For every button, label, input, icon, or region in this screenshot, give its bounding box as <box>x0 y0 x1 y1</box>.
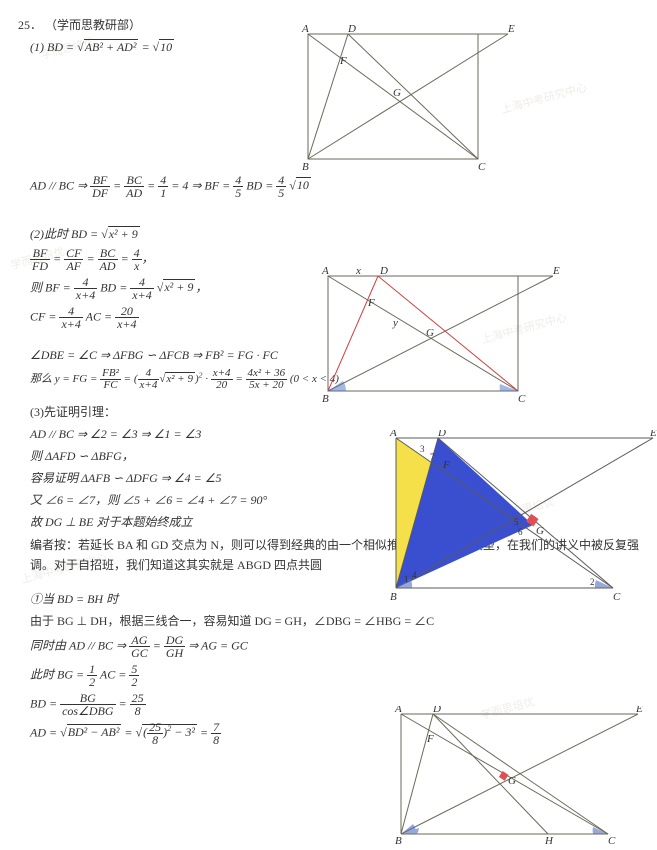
svg-text:C: C <box>478 161 486 173</box>
text: AD = <box>30 725 57 739</box>
text: = <box>124 725 132 739</box>
text: 同时由 AD // BC ⇒ <box>30 638 126 652</box>
svg-text:E: E <box>507 24 515 35</box>
part4-l1: 由于 BG ⊥ DH，根据三线合一，容易知道 DG = GH，∠DBG = ∠H… <box>30 612 639 630</box>
text: x² + 9 <box>163 279 195 294</box>
svg-text:D: D <box>437 430 446 439</box>
svg-text:E: E <box>649 430 657 439</box>
text: BD = <box>30 696 57 710</box>
text: AD // BC ⇒ <box>30 178 87 192</box>
text: = <box>124 373 131 385</box>
text: BD <box>47 40 63 54</box>
svg-text:F: F <box>442 459 450 471</box>
part1-label: (1) <box>30 40 44 54</box>
part4-l2: 同时由 AD // BC ⇒ AGGC = DGGH ⇒ AG = GC <box>30 634 639 659</box>
svg-text:G: G <box>508 775 516 787</box>
text: · <box>205 373 208 385</box>
svg-text:E: E <box>635 706 643 715</box>
text: BD = <box>246 178 273 192</box>
text: 则 BF = <box>30 280 71 294</box>
svg-text:E: E <box>552 266 560 277</box>
problem-source: （学而思教研部） <box>45 18 141 32</box>
text: AC = <box>100 667 126 681</box>
svg-text:B: B <box>395 835 402 846</box>
svg-text:F: F <box>339 55 347 67</box>
svg-text:B: B <box>322 393 329 405</box>
text: = <box>200 725 208 739</box>
svg-text:D: D <box>432 706 441 715</box>
svg-text:A: A <box>394 706 402 715</box>
svg-text:B: B <box>302 161 309 173</box>
svg-text:D: D <box>379 266 388 277</box>
text: 那么 y = FG = <box>30 373 97 385</box>
svg-text:A: A <box>389 430 397 439</box>
part4-l3: 此时 BG = 12 AC = 52 <box>30 663 639 688</box>
svg-text:7: 7 <box>430 452 435 462</box>
text: BD <box>71 227 87 241</box>
text: 10 <box>296 177 311 192</box>
text: = <box>235 373 242 385</box>
svg-text:G: G <box>536 525 544 537</box>
figure-1: A D E F G B C <box>298 24 528 178</box>
text: x² + 9 <box>108 226 140 241</box>
svg-text:5: 5 <box>514 517 519 527</box>
svg-text:2: 2 <box>590 577 595 587</box>
svg-text:x: x <box>355 266 361 277</box>
svg-text:F: F <box>426 733 434 745</box>
svg-text:C: C <box>613 591 621 603</box>
part2-eq1: (2)此时 BD = √x² + 9 <box>30 225 639 243</box>
svg-text:4: 4 <box>412 570 417 580</box>
text: AC = <box>86 309 112 323</box>
text: AB² + AD² <box>84 39 139 54</box>
text: ⇒ AG = GC <box>188 638 248 652</box>
problem-number: 25． <box>18 18 42 32</box>
svg-text:1: 1 <box>404 574 409 584</box>
svg-text:G: G <box>393 87 401 99</box>
svg-text:D: D <box>347 24 356 35</box>
part2-label: (2)此时 <box>30 227 68 241</box>
figure-4: A D E F G B H C <box>393 706 648 850</box>
figure-3: A D E F G B C 1 4 2 3 5 6 7 <box>388 430 657 609</box>
text: CF = <box>30 309 56 323</box>
svg-text:3: 3 <box>420 444 425 454</box>
svg-text:y: y <box>392 317 398 329</box>
text: 此时 BG = <box>30 667 84 681</box>
svg-text:C: C <box>608 835 616 846</box>
svg-text:A: A <box>321 266 329 277</box>
figure-2: A x D E F y G B C <box>318 266 568 410</box>
text: BD = <box>100 280 127 294</box>
svg-text:C: C <box>518 393 526 405</box>
text: = <box>119 696 127 710</box>
svg-text:6: 6 <box>518 527 523 537</box>
svg-text:A: A <box>301 24 309 35</box>
text: 10 <box>159 39 174 54</box>
text: = 4 ⇒ BF = <box>171 178 230 192</box>
svg-text:F: F <box>367 297 375 309</box>
svg-text:G: G <box>426 327 434 339</box>
svg-text:H: H <box>544 835 554 846</box>
svg-text:B: B <box>390 591 397 603</box>
